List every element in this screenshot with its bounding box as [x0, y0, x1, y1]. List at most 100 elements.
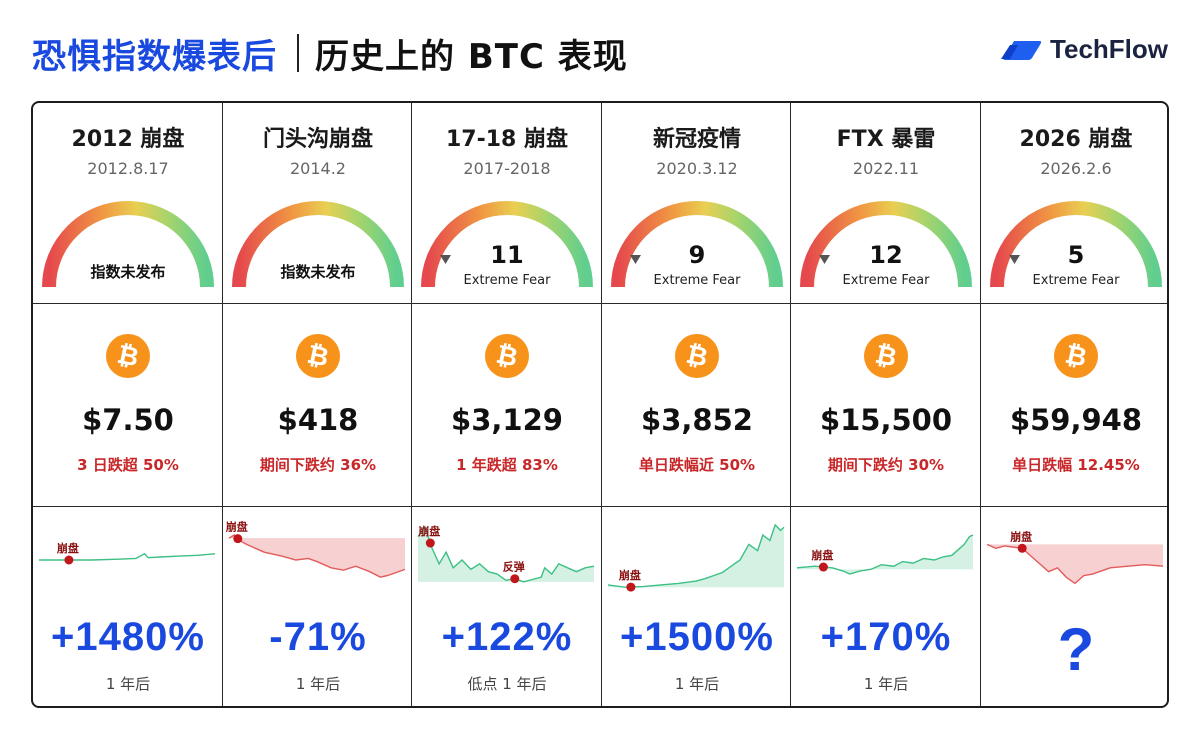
row-divider	[33, 303, 1167, 304]
rebound-marker-label: 反弹	[503, 560, 525, 574]
event-card: 2012 崩盘 2012.8.17 指数未发布 ₿ $7.50 3 日跌超 50% 崩盘 +1…	[33, 103, 223, 706]
fear-greed-label: Extreme Fear	[463, 273, 551, 288]
btc-price: $3,852	[641, 403, 753, 437]
crash-marker-label: 崩盘	[418, 524, 440, 538]
btc-price: $7.50	[82, 403, 174, 437]
event-date: 2022.11	[852, 159, 920, 178]
price-sparkline: 崩盘	[39, 541, 216, 565]
event-title: 门头沟崩盘	[262, 127, 373, 152]
page-title: 历史上的 BTC 表现	[315, 36, 628, 77]
fear-greed-gauge	[800, 201, 972, 288]
price-drop: 3 日跌超 50%	[77, 456, 179, 474]
btc-price: $3,129	[451, 403, 563, 437]
btc-price: $59,948	[1009, 403, 1143, 437]
gauge-pointer-icon	[1009, 255, 1020, 264]
gauge-wrapper	[38, 199, 218, 295]
btc-price: $418	[277, 403, 359, 437]
page-header: 恐惧指数爆表后 历史上的 BTC 表现	[32, 26, 628, 80]
event-card: 门头沟崩盘 2014.2 指数未发布 ₿ $418 期间下跌约 36% 崩盘 -71% 1 年后	[223, 103, 413, 706]
bitcoin-icon: ₿	[1054, 334, 1098, 378]
fear-greed-value: 12	[869, 241, 903, 269]
price-sparkline: 崩盘	[226, 520, 406, 578]
brand-name: TechFlow	[1050, 34, 1168, 64]
result-change: +1480%	[51, 615, 205, 659]
fear-greed-gauge	[421, 201, 593, 288]
event-date: 2017-2018	[463, 159, 551, 178]
sparkline-area	[418, 527, 594, 582]
col-divider	[411, 103, 412, 706]
bitcoin-icon: ₿	[106, 334, 150, 378]
crash-marker-label: 崩盘	[226, 520, 248, 534]
crash-marker-dot	[1017, 543, 1027, 553]
crash-marker-label: 崩盘	[811, 548, 833, 562]
gauge-wrapper	[607, 199, 787, 295]
crash-marker-label: 崩盘	[619, 568, 641, 582]
rebound-marker-dot	[510, 574, 520, 584]
price-drop: 期间下跌约 36%	[259, 456, 377, 474]
gauge-wrapper	[796, 199, 976, 295]
event-card: FTX 暴雷 2022.11 12 Extreme Fear ₿ $15,500 期间下跌约…	[791, 103, 981, 706]
fear-greed-unavailable: 指数未发布	[280, 263, 356, 281]
sparkline-area	[229, 535, 405, 578]
event-date: 2014.2	[290, 159, 346, 178]
sparkline-line	[39, 552, 216, 561]
sparkline-area	[987, 544, 1163, 584]
event-title: 2026 崩盘	[1019, 127, 1133, 152]
price-drop: 期间下跌约 30%	[827, 456, 945, 474]
fear-greed-gauge	[990, 201, 1162, 288]
price-drop: 单日跌幅 12.45%	[1012, 456, 1140, 474]
event-card: 17-18 崩盘 2017-2018 11 Extreme Fear ₿ $3,129 1 …	[412, 103, 602, 706]
fear-greed-label: Extreme Fear	[842, 273, 930, 288]
sparkline-line	[796, 534, 974, 575]
col-divider	[790, 103, 791, 706]
event-title: 17-18 崩盘	[445, 127, 569, 152]
sparkline-line	[228, 534, 406, 578]
crash-marker-label: 崩盘	[1010, 529, 1032, 543]
page-title-highlight: 恐惧指数爆表后	[32, 36, 277, 77]
col-divider	[980, 103, 981, 706]
result-period: 低点 1 年后	[467, 675, 547, 693]
fear-greed-gauge	[232, 201, 404, 288]
crash-marker-dot	[64, 555, 74, 565]
result-change: -71%	[269, 615, 367, 659]
bitcoin-icon: ₿	[296, 334, 340, 378]
price-sparkline: 崩盘	[796, 534, 974, 575]
fear-greed-value: 5	[1067, 241, 1085, 269]
row-divider	[33, 506, 1167, 507]
result-change: +170%	[820, 615, 952, 659]
fear-greed-gauge	[611, 201, 783, 288]
comparison-grid: 2012 崩盘 2012.8.17 指数未发布 ₿ $7.50 3 日跌超 50% 崩盘 +1…	[31, 101, 1169, 708]
result-period: 1 年后	[295, 675, 341, 693]
techflow-logo-icon	[1001, 40, 1042, 60]
result-period: 1 年后	[105, 675, 151, 693]
event-title: 新冠疫情	[652, 127, 741, 152]
result-change: +1500%	[620, 615, 774, 659]
result-unknown: ?	[1057, 616, 1095, 683]
btc-price: $15,500	[819, 403, 953, 437]
col-divider	[222, 103, 223, 706]
fear-greed-value: 9	[688, 241, 706, 269]
price-sparkline: 崩盘	[607, 523, 785, 592]
event-title: 2012 崩盘	[71, 127, 185, 152]
sparkline-area	[797, 535, 973, 575]
event-date: 2012.8.17	[87, 159, 169, 178]
bitcoin-icon: ₿	[675, 334, 719, 378]
crash-marker-label: 崩盘	[57, 541, 79, 555]
gauge-pointer-icon	[819, 255, 830, 264]
fear-greed-unavailable: 指数未发布	[90, 263, 166, 281]
sparkline-line	[417, 525, 595, 583]
event-title: FTX 暴雷	[836, 127, 936, 152]
bitcoin-icon: ₿	[864, 334, 908, 378]
crash-marker-dot	[233, 534, 243, 544]
price-drop: 单日跌幅近 50%	[638, 456, 756, 474]
gauge-pointer-icon	[630, 255, 641, 264]
crash-marker-dot	[818, 562, 828, 572]
event-card: 新冠疫情 2020.3.12 9 Extreme Fear ₿ $3,852 单日跌幅近 5…	[602, 103, 792, 706]
col-divider	[601, 103, 602, 706]
title-divider	[297, 34, 299, 72]
fear-greed-label: Extreme Fear	[1032, 273, 1120, 288]
result-period: 1 年后	[863, 675, 909, 693]
event-date: 2026.2.6	[1040, 159, 1112, 178]
crash-marker-dot	[425, 538, 435, 548]
